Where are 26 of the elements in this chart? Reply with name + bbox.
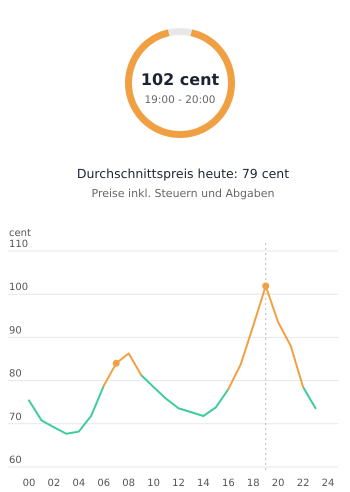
x-tick-label: 06 (97, 478, 110, 489)
text: 19:00 - 20:00 (144, 94, 216, 106)
text: 102 cent (140, 70, 220, 89)
y-axis-title: cent (9, 228, 31, 239)
x-tick-label: 16 (222, 478, 235, 489)
x-tick-label: 14 (197, 478, 210, 489)
x-tick-label: 12 (172, 478, 185, 489)
x-tick-label: 08 (122, 478, 136, 489)
x-tick-label: 02 (48, 478, 60, 489)
x-tick-label: 04 (72, 478, 86, 489)
x-tick-label: 20 (272, 478, 285, 489)
x-tick-label: 24 (322, 478, 334, 489)
y-tick-label: 110 (9, 239, 28, 250)
chart-title: Durchschnittspreis heute: 79 cent (76, 166, 290, 181)
x-tick-label: 10 (147, 478, 160, 489)
x-tick-label: 22 (296, 478, 310, 489)
y-tick-label: 90 (9, 325, 22, 336)
y-tick-label: 80 (9, 368, 22, 380)
x-tick-label: 18 (246, 478, 260, 489)
y-tick-label: 100 (9, 282, 28, 294)
donut-slice (125, 29, 235, 138)
y-tick-label: 70 (9, 412, 22, 423)
chart-subtitle: Preise inkl. Steuern und Abgaben (92, 187, 275, 200)
x-tick-label: 00 (22, 478, 36, 489)
donut-slice (168, 28, 192, 36)
y-tick-label: 60 (9, 454, 22, 466)
